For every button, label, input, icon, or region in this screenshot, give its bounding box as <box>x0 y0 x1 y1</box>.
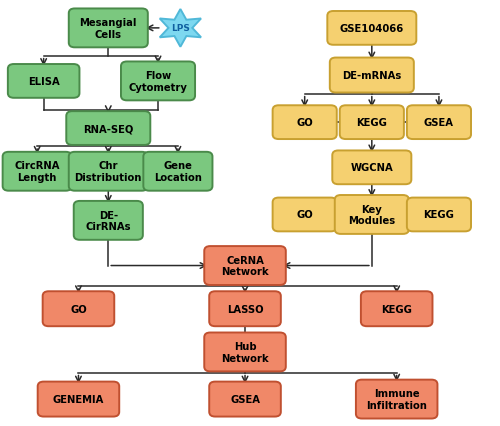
Text: GENEMIA: GENEMIA <box>53 394 104 404</box>
Text: KEGG: KEGG <box>381 304 412 314</box>
Text: GO: GO <box>296 210 313 220</box>
FancyBboxPatch shape <box>407 198 471 232</box>
Text: GSEA: GSEA <box>230 394 260 404</box>
FancyBboxPatch shape <box>335 196 409 234</box>
FancyBboxPatch shape <box>340 106 404 140</box>
Text: KEGG: KEGG <box>424 210 454 220</box>
FancyBboxPatch shape <box>272 106 337 140</box>
Text: Immune
Infiltration: Immune Infiltration <box>366 389 427 410</box>
Text: Gene
Location: Gene Location <box>154 161 202 183</box>
Text: Hub
Network: Hub Network <box>221 341 269 363</box>
FancyBboxPatch shape <box>8 65 80 98</box>
FancyBboxPatch shape <box>272 198 337 232</box>
Text: WGCNA: WGCNA <box>350 163 393 173</box>
Text: RNA-SEQ: RNA-SEQ <box>83 124 134 134</box>
Text: Key
Modules: Key Modules <box>348 204 396 226</box>
FancyBboxPatch shape <box>209 382 281 417</box>
Text: GSEA: GSEA <box>424 118 454 128</box>
Text: LASSO: LASSO <box>226 304 264 314</box>
Text: KEGG: KEGG <box>356 118 388 128</box>
FancyBboxPatch shape <box>356 380 438 418</box>
FancyBboxPatch shape <box>2 153 71 191</box>
FancyBboxPatch shape <box>209 291 281 326</box>
FancyBboxPatch shape <box>74 201 143 240</box>
Text: GO: GO <box>70 304 87 314</box>
Text: GO: GO <box>296 118 313 128</box>
Text: Flow
Cytometry: Flow Cytometry <box>128 71 188 92</box>
Text: ELISA: ELISA <box>28 77 60 87</box>
FancyBboxPatch shape <box>38 382 119 417</box>
FancyBboxPatch shape <box>144 153 212 191</box>
FancyBboxPatch shape <box>69 9 148 48</box>
Text: GSE104066: GSE104066 <box>340 24 404 34</box>
Text: DE-mRNAs: DE-mRNAs <box>342 71 402 81</box>
Polygon shape <box>160 10 201 48</box>
Text: CircRNA
Length: CircRNA Length <box>14 161 60 183</box>
FancyBboxPatch shape <box>407 106 471 140</box>
FancyBboxPatch shape <box>69 153 148 191</box>
FancyBboxPatch shape <box>204 333 286 371</box>
FancyBboxPatch shape <box>330 58 414 93</box>
FancyBboxPatch shape <box>361 291 432 326</box>
FancyBboxPatch shape <box>42 291 115 326</box>
FancyBboxPatch shape <box>204 247 286 285</box>
Text: CeRNA
Network: CeRNA Network <box>221 255 269 276</box>
FancyBboxPatch shape <box>332 151 411 185</box>
Text: LPS: LPS <box>171 24 190 33</box>
Text: Chr
Distribution: Chr Distribution <box>74 161 142 183</box>
Text: DE-
CirRNAs: DE- CirRNAs <box>86 210 131 232</box>
FancyBboxPatch shape <box>66 112 150 146</box>
FancyBboxPatch shape <box>121 62 195 101</box>
Text: Mesangial
Cells: Mesangial Cells <box>80 18 137 40</box>
FancyBboxPatch shape <box>328 12 416 46</box>
